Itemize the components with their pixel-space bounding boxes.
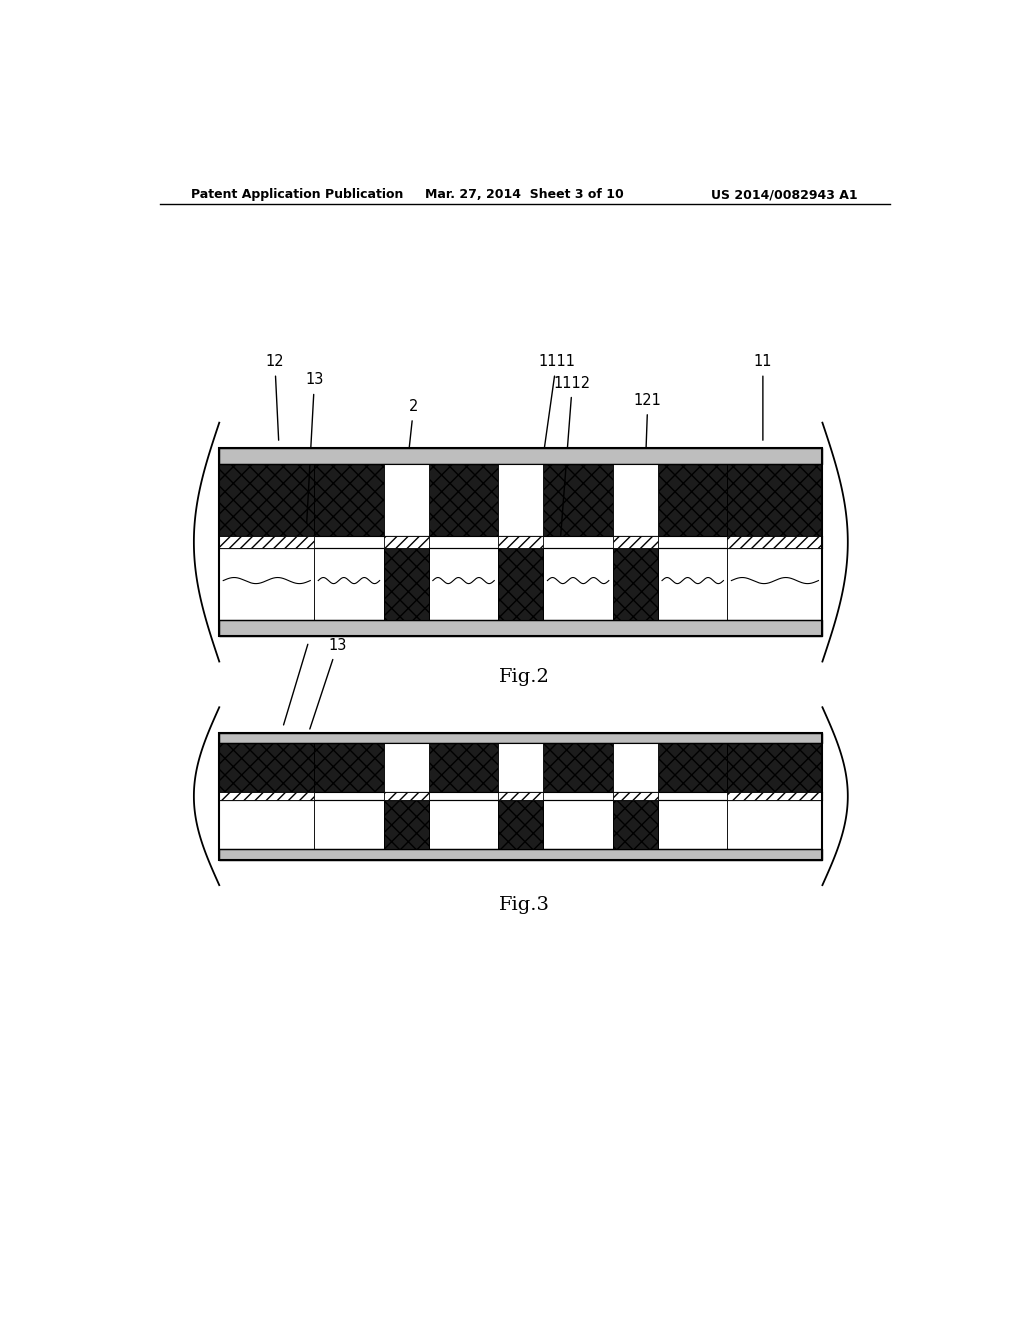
Bar bbox=[727, 548, 822, 620]
Bar bbox=[219, 743, 822, 792]
Bar bbox=[384, 800, 429, 849]
Bar bbox=[219, 800, 314, 849]
Text: 131: 131 bbox=[284, 623, 326, 725]
Bar bbox=[314, 548, 384, 620]
Bar bbox=[219, 447, 822, 465]
Text: 121: 121 bbox=[634, 393, 662, 550]
Bar bbox=[612, 743, 658, 792]
Bar bbox=[612, 548, 658, 620]
Bar bbox=[429, 743, 499, 792]
Text: Fig.2: Fig.2 bbox=[500, 668, 550, 686]
Text: US 2014/0082943 A1: US 2014/0082943 A1 bbox=[712, 189, 858, 202]
Bar bbox=[727, 536, 822, 548]
Bar bbox=[219, 548, 314, 620]
Bar bbox=[219, 548, 822, 620]
Bar bbox=[727, 800, 822, 849]
Bar bbox=[219, 536, 314, 548]
Text: 1112: 1112 bbox=[554, 375, 591, 535]
Bar bbox=[219, 733, 822, 859]
Bar bbox=[727, 743, 822, 792]
Bar bbox=[384, 536, 429, 548]
Bar bbox=[314, 800, 384, 849]
Bar bbox=[612, 792, 658, 800]
Bar bbox=[384, 792, 429, 800]
Bar bbox=[544, 800, 612, 849]
Bar bbox=[219, 447, 822, 636]
Bar bbox=[219, 849, 822, 859]
Bar bbox=[544, 465, 612, 536]
Bar bbox=[612, 465, 658, 536]
Bar bbox=[727, 792, 822, 800]
Bar bbox=[612, 800, 658, 849]
Text: 1111: 1111 bbox=[538, 354, 575, 461]
Text: 11: 11 bbox=[754, 354, 772, 440]
Bar bbox=[499, 465, 544, 536]
Bar bbox=[499, 800, 544, 849]
Text: 2: 2 bbox=[398, 399, 419, 550]
Bar bbox=[429, 548, 499, 620]
Bar bbox=[658, 548, 727, 620]
Text: 12: 12 bbox=[265, 354, 284, 441]
Bar bbox=[384, 465, 429, 536]
Bar bbox=[499, 536, 544, 548]
Bar bbox=[544, 743, 612, 792]
Bar bbox=[219, 800, 822, 849]
Bar bbox=[219, 743, 314, 792]
Bar bbox=[429, 465, 499, 536]
Bar bbox=[499, 792, 544, 800]
Text: Mar. 27, 2014  Sheet 3 of 10: Mar. 27, 2014 Sheet 3 of 10 bbox=[425, 189, 625, 202]
Text: Patent Application Publication: Patent Application Publication bbox=[191, 189, 403, 202]
Bar bbox=[219, 465, 314, 536]
Bar bbox=[384, 743, 429, 792]
Bar bbox=[658, 465, 727, 536]
Bar bbox=[219, 792, 822, 800]
Bar bbox=[499, 548, 544, 620]
Text: 13: 13 bbox=[305, 372, 324, 523]
Bar bbox=[384, 548, 429, 620]
Bar bbox=[314, 465, 384, 536]
Bar bbox=[219, 620, 822, 636]
Bar bbox=[429, 800, 499, 849]
Bar bbox=[314, 743, 384, 792]
Bar bbox=[727, 465, 822, 536]
Bar bbox=[544, 548, 612, 620]
Bar bbox=[219, 465, 822, 536]
Bar bbox=[219, 536, 822, 548]
Bar bbox=[499, 743, 544, 792]
Bar bbox=[658, 743, 727, 792]
Text: 13: 13 bbox=[310, 638, 347, 729]
Bar bbox=[658, 800, 727, 849]
Bar bbox=[612, 536, 658, 548]
Bar bbox=[219, 733, 822, 743]
Text: Fig.3: Fig.3 bbox=[500, 896, 550, 915]
Bar bbox=[219, 792, 314, 800]
